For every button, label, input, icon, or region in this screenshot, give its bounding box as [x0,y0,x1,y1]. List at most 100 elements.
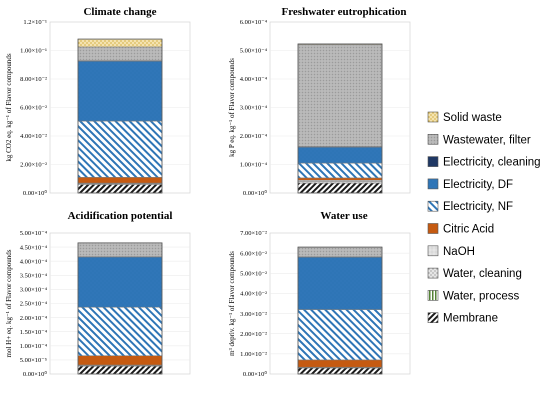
bar-segment-eldf [298,147,382,163]
y-axis-label: mol H+ eq. kg⁻¹ of Flavor compounds [5,249,13,357]
bar-segment-membrane [78,366,162,374]
legend-item-elclean: Electricity, cleaning [428,157,541,169]
panel-title: Acidification potential [68,210,173,222]
bar-segment-wwfilter [298,45,382,147]
legend-label: Water, process [443,290,520,302]
y-tick-label: 0.00×10⁰ [23,370,48,378]
panel-3: Acidification potential 0.00×10⁰ 5.00×10⁻⁵… [5,210,190,378]
y-tick-label: 2.50×10⁻⁴ [20,301,48,308]
y-tick-label: 4.00×10⁻² [240,291,267,298]
bar-segment-wwfilter [78,243,162,257]
y-tick-label: 2.00×10⁻⁴ [20,315,48,322]
legend-item-wproc: Water, process [428,290,520,302]
legend-label: Wastewater, filter [443,134,531,146]
panel-title: Climate change [83,6,156,18]
legend-item-citric: Citric Acid [428,224,494,236]
legend-swatch [428,224,438,234]
legend-swatch [428,179,438,189]
y-axis-label: m³ depriv. kg⁻¹ of Flavor compounds [228,251,236,356]
panel-2: Freshwater eutrophication 0.00×10⁰ 1.00×10… [228,6,410,197]
y-axis-label: kg P eq. kg⁻¹ of Flavor compounds [228,58,236,157]
bar-segment-eldf [78,257,162,307]
y-tick-label: 3.00×10⁻⁴ [20,287,48,294]
y-tick-label: 2.00×10⁻² [20,162,47,169]
legend-item-naoh: NaOH [428,246,475,258]
y-tick-label: 5.00×10⁻⁴ [20,230,48,237]
bar-segment-citric [298,360,382,367]
y-tick-label: 0.00×10⁰ [243,370,268,378]
bar-segment-elnf [298,163,382,178]
legend-item-solid: Solid waste [428,112,502,124]
y-tick-label: 4.00×10⁻⁴ [20,258,48,265]
legend-swatch [428,268,438,278]
y-tick-label: 3.00×10⁻⁴ [240,105,268,112]
legend-swatch [428,201,438,211]
legend-swatch [428,112,438,122]
y-tick-label: 1.00×10⁻⁴ [240,162,268,169]
legend-swatch [428,134,438,144]
legend-item-membrane: Membrane [428,313,498,325]
bar-segment-elnf [78,121,162,177]
legend-item-wwfilter: Wastewater, filter [428,134,531,146]
y-tick-label: 1.2×10⁻¹ [23,19,47,26]
legend: Solid waste Wastewater, filter Electricity… [428,112,541,325]
y-tick-label: 1.00×10⁻⁴ [20,343,48,350]
legend-label: Membrane [443,313,498,325]
legend-label: Electricity, cleaning [443,157,541,169]
y-tick-label: 2.00×10⁻² [240,331,267,338]
y-tick-label: 4.00×10⁻⁴ [240,76,268,83]
panel-title: Freshwater eutrophication [282,6,407,18]
y-tick-label: 3.00×10⁻² [240,311,267,318]
legend-item-elnf: Electricity, NF [428,201,513,213]
legend-label: Solid waste [443,112,502,124]
legend-label: Electricity, DF [443,179,513,191]
legend-label: Electricity, NF [443,201,513,213]
y-tick-label: 2.00×10⁻⁴ [240,133,268,140]
y-tick-label: 3.50×10⁻⁴ [20,273,48,280]
bar-segment-citric [298,178,382,180]
bar-segment-elnf [298,310,382,360]
bar-segment-elnf [78,307,162,356]
y-tick-label: 1.00×10⁻¹ [20,48,47,55]
legend-swatch [428,290,438,300]
y-tick-label: 6.00×10⁻² [20,105,47,112]
bar-segment-wwfilter [78,47,162,61]
bar-segment-citric [78,177,162,183]
panel-title: Water use [320,210,367,222]
legend-swatch [428,313,438,323]
bar-segment-eldf [298,257,382,309]
legend-label: Water, cleaning [443,268,522,280]
y-tick-label: 0.00×10⁰ [23,189,48,197]
bar-segment-membrane [78,184,162,193]
y-axis-label: kg CO2 eq. kg⁻¹ of Flavor compounds [5,53,13,162]
y-tick-label: 5.00×10⁻² [240,270,267,277]
bar-segment-wwfilter [298,247,382,257]
legend-item-eldf: Electricity, DF [428,179,513,191]
chart-panels: Climate change 0.00×10⁰ 2.00×10⁻² 4.00×10⁻²… [5,6,410,378]
panel-1: Climate change 0.00×10⁰ 2.00×10⁻² 4.00×10⁻²… [5,6,190,197]
y-tick-label: 7.00×10⁻² [240,230,267,237]
bar-segment-eldf [78,61,162,121]
legend-label: NaOH [443,246,475,258]
y-tick-label: 0.00×10⁰ [243,189,268,197]
y-tick-label: 1.50×10⁻⁴ [20,329,48,336]
y-tick-label: 5.00×10⁻⁵ [20,357,47,364]
y-tick-label: 4.00×10⁻² [20,133,47,140]
legend-label: Citric Acid [443,224,494,236]
y-tick-label: 5.00×10⁻⁴ [240,48,268,55]
legend-swatch [428,246,438,256]
y-tick-label: 6.00×10⁻⁴ [240,19,268,26]
bar-segment-solid [78,39,162,47]
legend-swatch [428,157,438,167]
y-tick-label: 8.00×10⁻² [20,76,47,83]
y-tick-label: 1.00×10⁻² [240,351,267,358]
bar-segment-membrane [298,368,382,374]
bar-segment-citric [78,356,162,365]
y-tick-label: 4.50×10⁻⁴ [20,244,48,251]
y-tick-label: 6.00×10⁻² [240,250,267,257]
legend-item-wclean: Water, cleaning [428,268,522,280]
panel-4: Water use 0.00×10⁰ 1.00×10⁻² 2.00×10⁻² 3.00×… [228,210,410,378]
bar-segment-membrane [298,183,382,193]
